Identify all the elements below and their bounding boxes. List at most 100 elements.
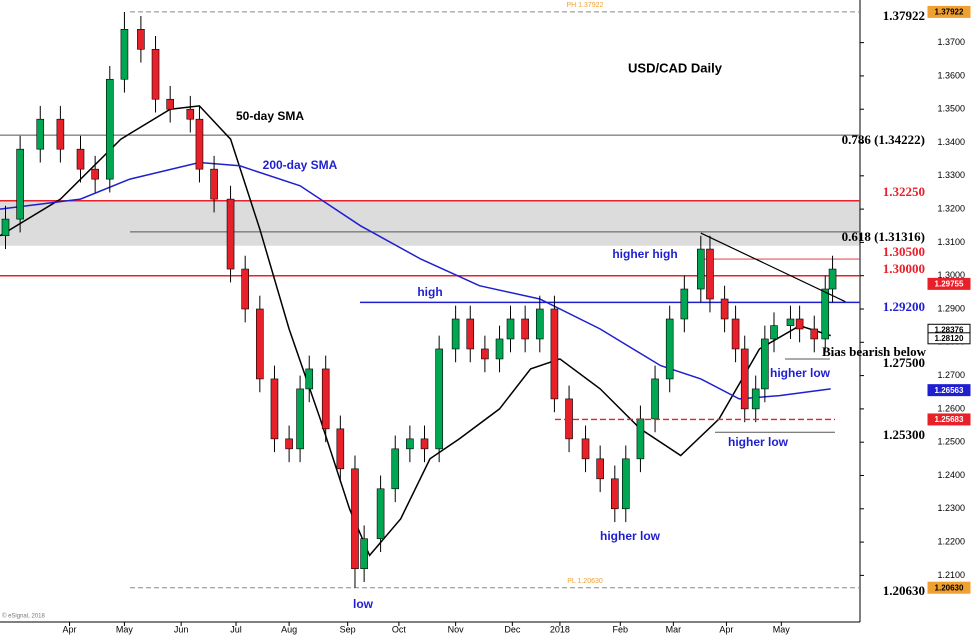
candle-body [76, 148, 85, 170]
x-tick-label: May [116, 624, 134, 634]
x-tick-label: Mar [666, 624, 682, 634]
candle-body [56, 118, 65, 150]
price-marker-label: 1.26563 [935, 386, 964, 395]
x-tick-label: Jul [230, 624, 242, 634]
candle-body [241, 268, 249, 310]
candle-body [305, 368, 314, 390]
annotation: higher low [600, 529, 661, 543]
candle-body [720, 298, 729, 320]
price-marker [927, 384, 971, 397]
candle-body [376, 488, 385, 540]
candle-body [451, 318, 460, 350]
sma-line [0, 161, 831, 400]
candle-body [210, 168, 218, 200]
price-marker [927, 413, 971, 426]
annotation: Bias bearish below [822, 344, 927, 359]
candle-body [611, 478, 619, 510]
x-tick-label: Nov [448, 624, 465, 634]
price-marker-label: 1.29755 [935, 279, 964, 288]
sma-line [0, 105, 831, 557]
candle-body [91, 168, 99, 180]
candle-body [521, 318, 529, 340]
candle-body [151, 48, 160, 100]
level-label: 0.618 (1.31316) [842, 229, 925, 244]
y-tick-label: 1.2900 [937, 303, 965, 313]
y-tick-label: 1.2200 [937, 536, 965, 546]
price-marker-label: 1.37922 [935, 8, 964, 17]
candle-body [256, 308, 264, 380]
annotation: higher high [612, 247, 677, 261]
annotation: 200-day SMA [263, 158, 338, 172]
candle-body [406, 438, 414, 450]
candle-body [296, 388, 304, 450]
y-tick-label: 1.3000 [937, 270, 965, 280]
candle-body [506, 318, 515, 340]
candle-body [36, 118, 45, 150]
price-marker [927, 581, 971, 594]
y-tick-label: 1.2400 [937, 470, 965, 480]
candle-body [697, 248, 705, 290]
candle-body [761, 338, 769, 390]
candle-body [391, 448, 400, 490]
annotation: 50-day SMA [236, 109, 304, 123]
price-marker [927, 277, 971, 290]
x-tick-label: 2018 [550, 624, 570, 634]
candle-body [226, 198, 235, 270]
y-tick-label: 1.3300 [937, 170, 965, 180]
annotation: low [353, 597, 374, 611]
candle-body [621, 458, 630, 510]
level-label: 1.29200 [883, 299, 925, 314]
x-tick-label: Jun [174, 624, 189, 634]
candle-body [351, 468, 359, 570]
y-tick-label: 1.3700 [937, 37, 965, 47]
candle-body [137, 29, 145, 50]
candle-body [435, 348, 443, 450]
candle-body [636, 418, 645, 460]
candle-body [535, 308, 544, 340]
y-tick-label: 1.3600 [937, 70, 965, 80]
y-tick-label: 1.3200 [937, 203, 965, 213]
candle-body [166, 98, 174, 110]
x-tick-label: Sep [340, 624, 356, 634]
candle-body [706, 248, 714, 300]
price-marker [927, 5, 971, 18]
candle-body [481, 348, 489, 360]
candle-body [120, 29, 129, 80]
annotation: higher low [728, 435, 789, 449]
candle-body [680, 288, 689, 320]
y-tick-label: 1.3100 [937, 237, 965, 247]
annotation: © eSignal, 2018 [2, 613, 45, 620]
candle-body [321, 368, 330, 430]
candle-body [795, 318, 804, 330]
candle-body [270, 378, 279, 440]
candle-body [186, 108, 195, 120]
y-tick-label: 1.3400 [937, 137, 965, 147]
candle-body [550, 308, 559, 400]
candle-body [731, 318, 740, 350]
y-tick-label: 1.2600 [937, 403, 965, 413]
y-tick-label: 1.2500 [937, 437, 965, 447]
annotation: high [417, 285, 442, 299]
candle-body [651, 378, 659, 420]
candle-body [596, 458, 604, 480]
y-tick-label: 1.2300 [937, 503, 965, 513]
candle-body [285, 438, 293, 450]
x-tick-label: Dec [504, 624, 521, 634]
x-tick-label: Apr [719, 624, 733, 634]
price-marker-label: 1.20630 [935, 583, 964, 592]
candle-body [1, 218, 10, 237]
candle-body [786, 318, 795, 326]
candle-body [16, 148, 24, 220]
candle-body [740, 348, 749, 410]
y-tick-label: 1.2100 [937, 570, 965, 580]
candle-body [828, 268, 837, 290]
y-tick-label: 1.3500 [937, 104, 965, 114]
candle-body [810, 328, 819, 340]
level-label: 1.30000 [883, 261, 925, 276]
annotation: PH 1.37922 [567, 2, 604, 9]
candle-body [495, 338, 504, 360]
y-tick-label: 1.2700 [937, 370, 965, 380]
x-tick-label: Apr [63, 624, 77, 634]
